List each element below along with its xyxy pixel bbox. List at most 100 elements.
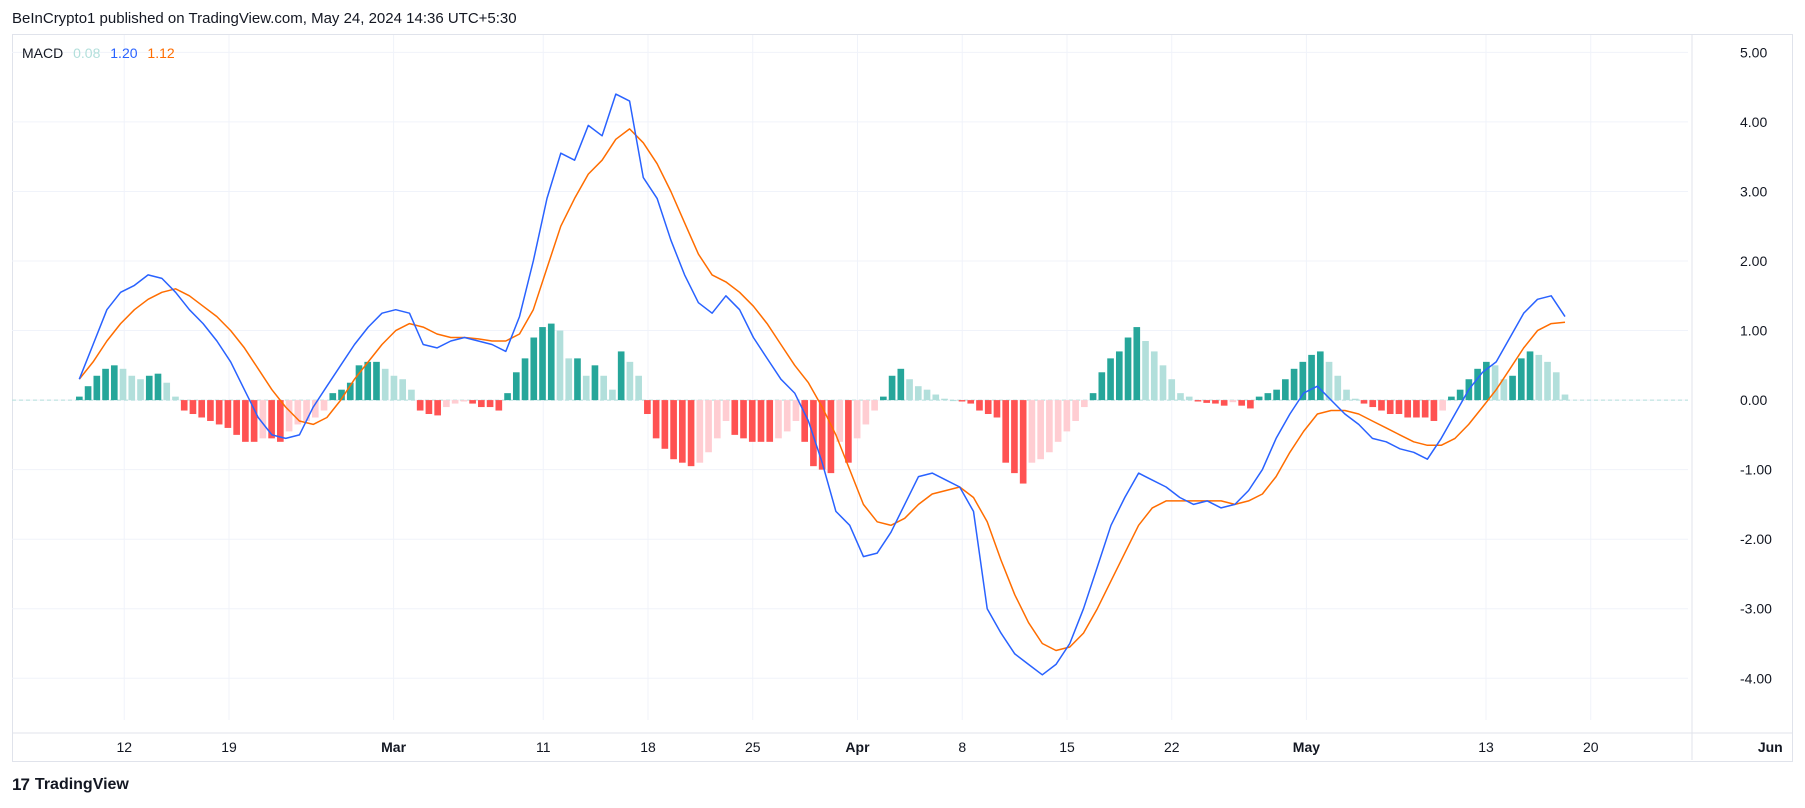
histogram-bar: [652, 400, 660, 439]
histogram-bar: [1177, 393, 1184, 401]
histogram-bar: [1273, 389, 1280, 401]
histogram-bar: [1456, 389, 1464, 401]
histogram-bar: [145, 375, 153, 401]
histogram-bar: [93, 375, 101, 401]
tradingview-logo-text: TradingView: [34, 776, 129, 793]
y-tick-label: 5.00: [1740, 44, 1767, 60]
x-tick-label: 15: [1059, 739, 1075, 755]
histogram-bar: [1046, 400, 1053, 453]
histogram-bar: [565, 358, 573, 401]
indicator-legend[interactable]: MACD 0.08 1.20 1.12: [22, 45, 181, 61]
histogram-bar: [425, 400, 433, 415]
histogram-bar: [189, 400, 197, 415]
histogram-bar: [1316, 351, 1324, 401]
histogram-bar: [1098, 372, 1106, 401]
histogram-bar: [1142, 340, 1149, 401]
histogram-bar: [1247, 400, 1254, 409]
histogram-bar: [827, 400, 835, 474]
histogram-bar: [84, 386, 92, 401]
macd-line-series: [78, 93, 1566, 676]
histogram-bar: [303, 400, 310, 421]
y-tick-label: 1.00: [1740, 323, 1767, 339]
histogram-bar: [871, 400, 878, 411]
histogram-bar: [1430, 400, 1438, 421]
y-tick-label: -2.00: [1740, 531, 1772, 547]
histogram-bar: [836, 400, 843, 442]
histogram-bar: [1203, 400, 1211, 403]
histogram-bar: [460, 400, 468, 402]
histogram-bar: [294, 400, 302, 425]
histogram-bar: [320, 400, 328, 411]
y-tick-label: -4.00: [1740, 670, 1772, 686]
histogram-bar: [792, 400, 800, 421]
histogram-bar: [1544, 361, 1551, 401]
histogram-bar: [1282, 379, 1289, 401]
histogram-bar: [1037, 400, 1044, 460]
histogram-bar: [1168, 379, 1176, 401]
histogram-bar: [259, 400, 267, 439]
histogram-bar: [1002, 400, 1010, 463]
x-tick-label: 20: [1583, 739, 1599, 755]
histogram-bar: [1351, 398, 1359, 401]
histogram-bar: [1159, 365, 1167, 401]
histogram-bar: [1063, 400, 1071, 432]
histogram-bar: [233, 400, 240, 435]
histogram-bar: [285, 400, 293, 432]
histogram-bar: [1150, 351, 1158, 401]
signal-line: [78, 128, 1566, 652]
histogram-bar: [215, 400, 223, 425]
histogram-bar: [993, 400, 1001, 418]
tradingview-logo[interactable]: 17 TradingView: [12, 775, 129, 795]
histogram-bar: [1526, 351, 1534, 401]
chart-pane[interactable]: [12, 34, 1793, 762]
histogram-bar: [923, 389, 931, 401]
histogram-bar: [137, 379, 144, 401]
histogram-bar: [626, 361, 634, 401]
histogram-bar: [110, 365, 118, 401]
histogram-bar: [967, 400, 975, 404]
histogram-bar: [932, 394, 940, 401]
histogram-bar: [679, 400, 686, 463]
y-tick-label: -3.00: [1740, 601, 1772, 617]
histogram-bar: [1290, 368, 1298, 401]
histogram-bar: [1220, 400, 1228, 406]
histogram-bar: [451, 400, 459, 404]
histogram-bar: [600, 375, 608, 401]
histogram-bar: [1072, 400, 1079, 421]
histogram-bar: [547, 323, 555, 401]
histogram-bar: [1395, 400, 1403, 415]
y-tick-label: 2.00: [1740, 253, 1767, 269]
x-tick-label: 19: [221, 739, 237, 755]
y-tick-label: -1.00: [1740, 462, 1772, 478]
histogram-bar: [740, 400, 747, 439]
histogram-bar: [1299, 361, 1307, 401]
histogram-bar: [1491, 365, 1499, 401]
histogram-bar: [1386, 400, 1394, 415]
histogram-bar: [713, 400, 721, 439]
histogram-bar: [617, 351, 625, 401]
histogram-bar: [1212, 400, 1219, 404]
histogram-bar: [958, 400, 966, 402]
histogram-bar: [1343, 389, 1350, 401]
histogram-bar: [783, 400, 791, 432]
histogram-bar: [705, 400, 712, 453]
histogram-bar: [696, 400, 704, 463]
histogram-bar: [1360, 400, 1368, 404]
y-tick-label: 0.00: [1740, 392, 1767, 408]
histogram-bar: [1229, 400, 1237, 403]
histogram-bar: [154, 373, 162, 401]
histogram-bar: [469, 400, 476, 404]
histogram-bar: [914, 386, 922, 401]
histogram-bar: [399, 379, 407, 401]
x-tick-label: 25: [745, 739, 761, 755]
legend-macd-value: 1.20: [110, 45, 138, 61]
histogram-bar: [1194, 400, 1202, 402]
histogram-bar: [880, 396, 887, 401]
histogram-bar: [128, 375, 136, 401]
histogram-bar: [1474, 368, 1481, 401]
x-tick-label: 18: [640, 739, 656, 755]
histogram-bar: [591, 365, 599, 401]
histogram-bar: [1535, 354, 1543, 401]
histogram-bar: [1089, 393, 1097, 401]
